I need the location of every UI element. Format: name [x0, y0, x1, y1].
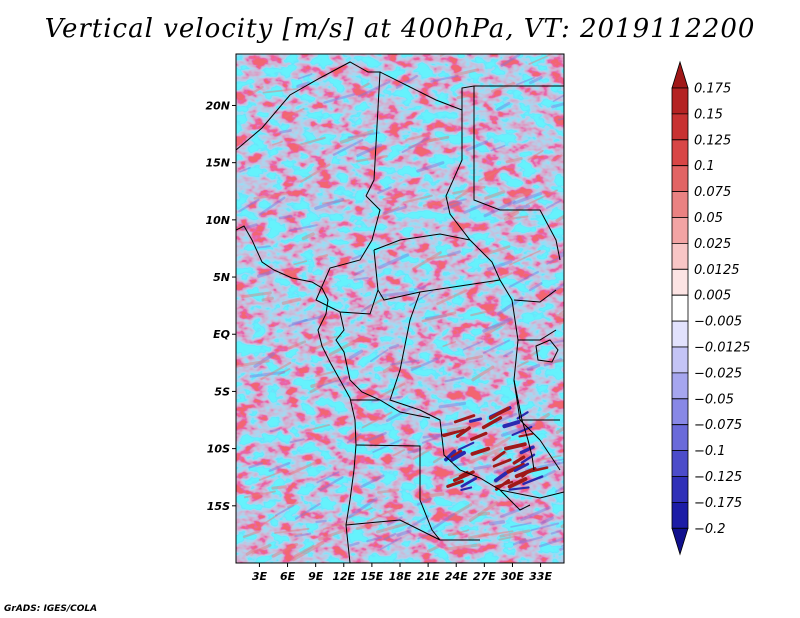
lon-label: 21E [417, 570, 440, 583]
lon-label: 12E [332, 570, 355, 583]
colorbar-label: 0.005 [694, 289, 731, 304]
lon-label: 9E [308, 570, 324, 583]
border-niger [236, 61, 381, 197]
lon-label: 18E [389, 570, 412, 583]
colorbar-arrow-bottom [671, 527, 689, 556]
lake-tanganyika [513, 379, 535, 471]
lat-label: 10N [205, 214, 230, 227]
lon-label: 3E [252, 570, 268, 583]
colorbar-label: 0.15 [694, 107, 723, 122]
border-car [373, 233, 501, 301]
colorbar-label: 0.0125 [694, 263, 740, 278]
colorbar-label: 0.1 [694, 159, 715, 174]
map-title: Vertical velocity [m/s] at 400hPa, VT: 2… [44, 14, 756, 44]
colorbar-segment [671, 450, 689, 477]
border-angola [345, 399, 480, 541]
colorbar-segment [671, 294, 689, 322]
colorbar-label: 0.075 [694, 185, 731, 200]
colorbar-label: −0.075 [694, 418, 742, 433]
colorbar-segment [671, 113, 689, 141]
colorbar-segment [671, 502, 689, 529]
colorbar-label: −0.1 [694, 444, 726, 459]
colorbar-segment [671, 398, 689, 426]
lat-label: 10S [207, 443, 230, 456]
lon-label: 33E [529, 570, 552, 583]
grads-credit: GrADS: IGES/COLA [4, 604, 98, 614]
colorbar-label: −0.05 [694, 392, 734, 407]
lat-label: 20N [205, 99, 230, 112]
colorbar-label: 0.05 [694, 211, 723, 226]
border-chad-libya [379, 71, 564, 111]
colorbar-label: −0.025 [694, 366, 742, 381]
lat-label: 15N [205, 157, 230, 170]
lon-label: 24E [445, 570, 468, 583]
colorbar-label: 0.175 [694, 82, 731, 97]
colorbar-label: −0.175 [694, 496, 742, 511]
lon-label: 6E [280, 570, 296, 583]
colorbar-segment [671, 424, 689, 451]
border-congo [335, 311, 381, 401]
colorbar-label: −0.125 [694, 470, 742, 485]
colorbar-label: −0.2 [694, 522, 726, 537]
coastline-west-africa [236, 225, 357, 563]
lake-victoria [535, 339, 559, 363]
colorbar-segment [671, 346, 689, 374]
colorbar-segment [671, 191, 689, 218]
colorbar-label: −0.005 [694, 315, 742, 330]
colorbar-label: 0.025 [694, 237, 731, 252]
lat-label: 15S [207, 500, 230, 513]
colorbar-label: 0.125 [694, 133, 731, 148]
border-cameroon [315, 195, 381, 315]
colorbar-segment [671, 476, 689, 503]
lat-label: EQ [213, 328, 230, 341]
lat-label: 5S [214, 385, 230, 398]
colorbar-segment [671, 217, 689, 244]
velocity-field [236, 54, 564, 563]
lat-label: 5N [213, 271, 230, 284]
colorbar-segment [671, 165, 689, 192]
border-east [499, 289, 564, 499]
colorbar-arrow-top [671, 60, 689, 89]
colorbar-segment [671, 372, 689, 400]
lon-label: 30E [501, 570, 524, 583]
lon-label: 27E [473, 570, 496, 583]
colorbar-segment [671, 243, 689, 270]
lon-label: 15E [360, 570, 383, 583]
border-chad-sudan [445, 110, 501, 281]
colorbar-segment [671, 268, 689, 296]
colorbar-segment [671, 139, 689, 167]
border-sudan-east [473, 86, 561, 261]
colorbar-segment [671, 320, 689, 348]
colorbar-label: −0.0125 [694, 341, 750, 356]
colorbar-segment [671, 87, 689, 115]
